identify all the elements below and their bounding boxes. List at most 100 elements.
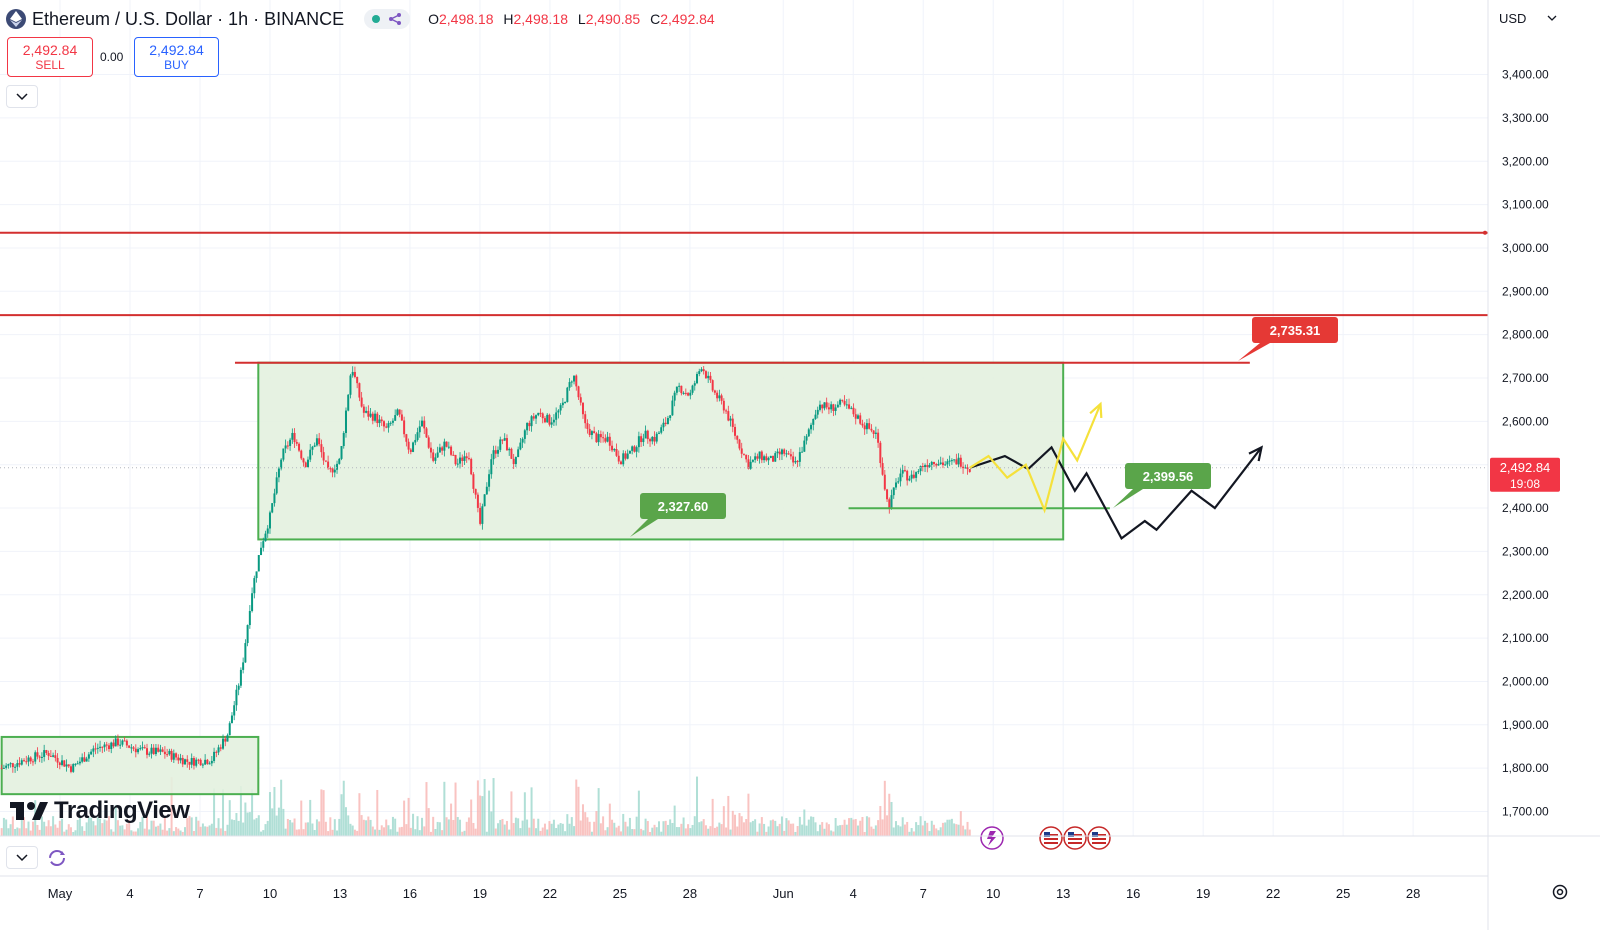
- volume-bar: [780, 816, 783, 836]
- lightning-icon: [980, 826, 1004, 850]
- volume-bar: [58, 820, 61, 836]
- candle-body: [523, 430, 526, 439]
- volume-bar: [883, 780, 886, 836]
- candle-body: [217, 747, 220, 753]
- volume-bar: [121, 825, 124, 836]
- candle-body: [877, 432, 880, 443]
- candle-body: [237, 685, 240, 690]
- volume-bar: [452, 819, 455, 836]
- volume-bar: [38, 829, 41, 836]
- tradingview-logo[interactable]: TradingView: [10, 796, 190, 826]
- volume-bar: [590, 831, 593, 836]
- volume-bar: [740, 816, 743, 836]
- y-tick-label: 3,000.00: [1502, 241, 1549, 255]
- candle-body: [76, 763, 79, 765]
- chart-settings-button[interactable]: [1550, 882, 1570, 902]
- buy-button[interactable]: 2,492.84 BUY: [134, 37, 219, 77]
- candle-body: [56, 757, 59, 763]
- volume-bar: [946, 819, 949, 836]
- candle-body: [778, 451, 781, 455]
- volume-bar: [769, 820, 772, 836]
- candle-body: [700, 369, 703, 372]
- candle-body: [579, 397, 582, 403]
- ohlc-open-value: 2,498.18: [438, 11, 494, 27]
- candle-body: [543, 418, 546, 423]
- volume-bar: [23, 817, 26, 836]
- x-tick-label: 28: [1406, 886, 1420, 901]
- sell-button[interactable]: 2,492.84 SELL: [7, 37, 93, 77]
- y-tick-label: 2,900.00: [1502, 284, 1549, 298]
- candle-body: [680, 385, 683, 394]
- candle-body: [577, 386, 580, 398]
- volume-bar: [915, 822, 918, 836]
- volume-bar: [429, 831, 432, 836]
- candle-body: [146, 748, 149, 755]
- y-tick-label: 2,400.00: [1502, 501, 1549, 515]
- refresh-button[interactable]: [47, 848, 67, 868]
- volume-bar: [617, 825, 620, 836]
- candle-body: [953, 459, 956, 461]
- volume-bar: [192, 830, 195, 836]
- volume-bar: [713, 827, 716, 836]
- tradingview-wordmark: TradingView: [54, 797, 190, 824]
- volume-bar: [821, 822, 824, 836]
- candle-body: [696, 373, 699, 384]
- volume-bar: [526, 819, 529, 836]
- candle-body: [745, 454, 748, 460]
- volume-bar: [159, 823, 162, 836]
- volume-bar: [414, 829, 417, 836]
- candle-body: [785, 453, 788, 455]
- volume-bar: [968, 829, 971, 836]
- volume-bar: [557, 824, 560, 836]
- volume-bar: [593, 821, 596, 836]
- sell-price: 2,492.84: [22, 42, 78, 58]
- volume-bar: [423, 826, 426, 836]
- volume-bar: [579, 820, 582, 836]
- collapse-legend-button[interactable]: [6, 85, 38, 108]
- candle-body: [693, 383, 696, 386]
- sell-label: SELL: [35, 58, 65, 72]
- candle-body: [861, 423, 864, 426]
- volume-bar: [751, 820, 754, 836]
- symbol-title[interactable]: Ethereum / U.S. Dollar · 1h · BINANCE: [32, 8, 345, 29]
- volume-bar: [868, 817, 871, 836]
- volume-bar: [523, 792, 526, 836]
- volume-bar: [27, 821, 30, 836]
- candle-body: [441, 447, 444, 451]
- volume-bar: [774, 820, 777, 836]
- candle-body: [492, 450, 495, 460]
- candle-body: [65, 764, 68, 767]
- candle-body: [691, 385, 694, 393]
- volume-bar: [948, 819, 951, 836]
- candle-body: [619, 461, 622, 465]
- candle-body: [839, 399, 842, 405]
- volume-bar: [897, 825, 900, 836]
- candle-body: [941, 462, 944, 466]
- flag-stripe: [1092, 834, 1106, 836]
- candle-body: [340, 446, 343, 459]
- volume-bar: [912, 831, 915, 836]
- volume-bar: [85, 822, 88, 836]
- volume-bar: [286, 818, 289, 836]
- volume-bar: [957, 824, 960, 836]
- status-pill[interactable]: [364, 9, 411, 29]
- volume-bar: [608, 803, 611, 836]
- currency-selector[interactable]: USD: [1497, 6, 1563, 30]
- volume-bar: [742, 822, 745, 836]
- collapse-panel-button[interactable]: [6, 846, 38, 869]
- volume-bar: [403, 800, 406, 836]
- volume-bar: [619, 831, 622, 836]
- volume-bar: [910, 828, 913, 836]
- volume-bar: [872, 828, 875, 836]
- candle-body: [63, 760, 66, 767]
- candle-body: [353, 371, 356, 378]
- volume-bar: [324, 821, 327, 836]
- volume-bar: [143, 828, 146, 836]
- candle-body: [61, 760, 64, 765]
- candle-body: [219, 747, 222, 749]
- volume-bar: [342, 780, 345, 836]
- candle-body: [901, 470, 904, 474]
- candle-body: [284, 445, 287, 449]
- volume-bar: [747, 793, 750, 836]
